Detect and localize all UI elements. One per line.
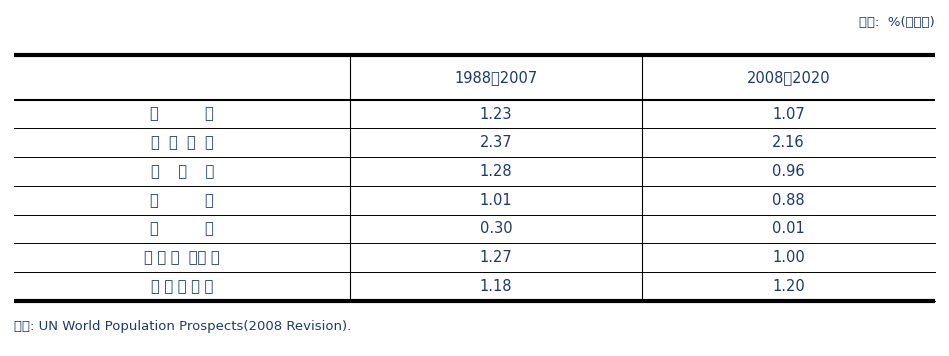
Text: 1.23: 1.23	[480, 106, 512, 121]
Text: 2.16: 2.16	[772, 135, 805, 150]
Text: 0.96: 0.96	[772, 164, 805, 179]
Text: 0.88: 0.88	[772, 193, 805, 208]
Text: 1.20: 1.20	[772, 279, 805, 294]
Text: 세          계: 세 계	[150, 106, 214, 121]
Text: 오 세 아 니 아: 오 세 아 니 아	[151, 279, 214, 294]
Text: 중    남    미: 중 남 미	[151, 164, 214, 179]
Text: 자료: UN World Population Prospects(2008 Revision).: 자료: UN World Population Prospects(2008 R…	[14, 320, 351, 334]
Text: 유          릆: 유 릆	[150, 221, 214, 236]
Text: 1.28: 1.28	[480, 164, 512, 179]
Text: 1988～2007: 1988～2007	[455, 70, 538, 85]
Text: 1.27: 1.27	[480, 250, 512, 265]
Text: 아  프  리  카: 아 프 리 카	[151, 135, 214, 150]
Text: 아 시 아  태평 양: 아 시 아 태평 양	[144, 250, 220, 265]
Text: 1.18: 1.18	[480, 279, 512, 294]
Text: 0.01: 0.01	[772, 221, 805, 236]
Text: 2.37: 2.37	[480, 135, 512, 150]
Text: 2008～2020: 2008～2020	[747, 70, 830, 85]
Text: 단위:  %(연평균): 단위: %(연평균)	[859, 16, 935, 29]
Text: 0.30: 0.30	[480, 221, 512, 236]
Text: 1.00: 1.00	[772, 250, 805, 265]
Text: 북          미: 북 미	[150, 193, 214, 208]
Text: 1.01: 1.01	[480, 193, 512, 208]
Text: 1.07: 1.07	[772, 106, 805, 121]
